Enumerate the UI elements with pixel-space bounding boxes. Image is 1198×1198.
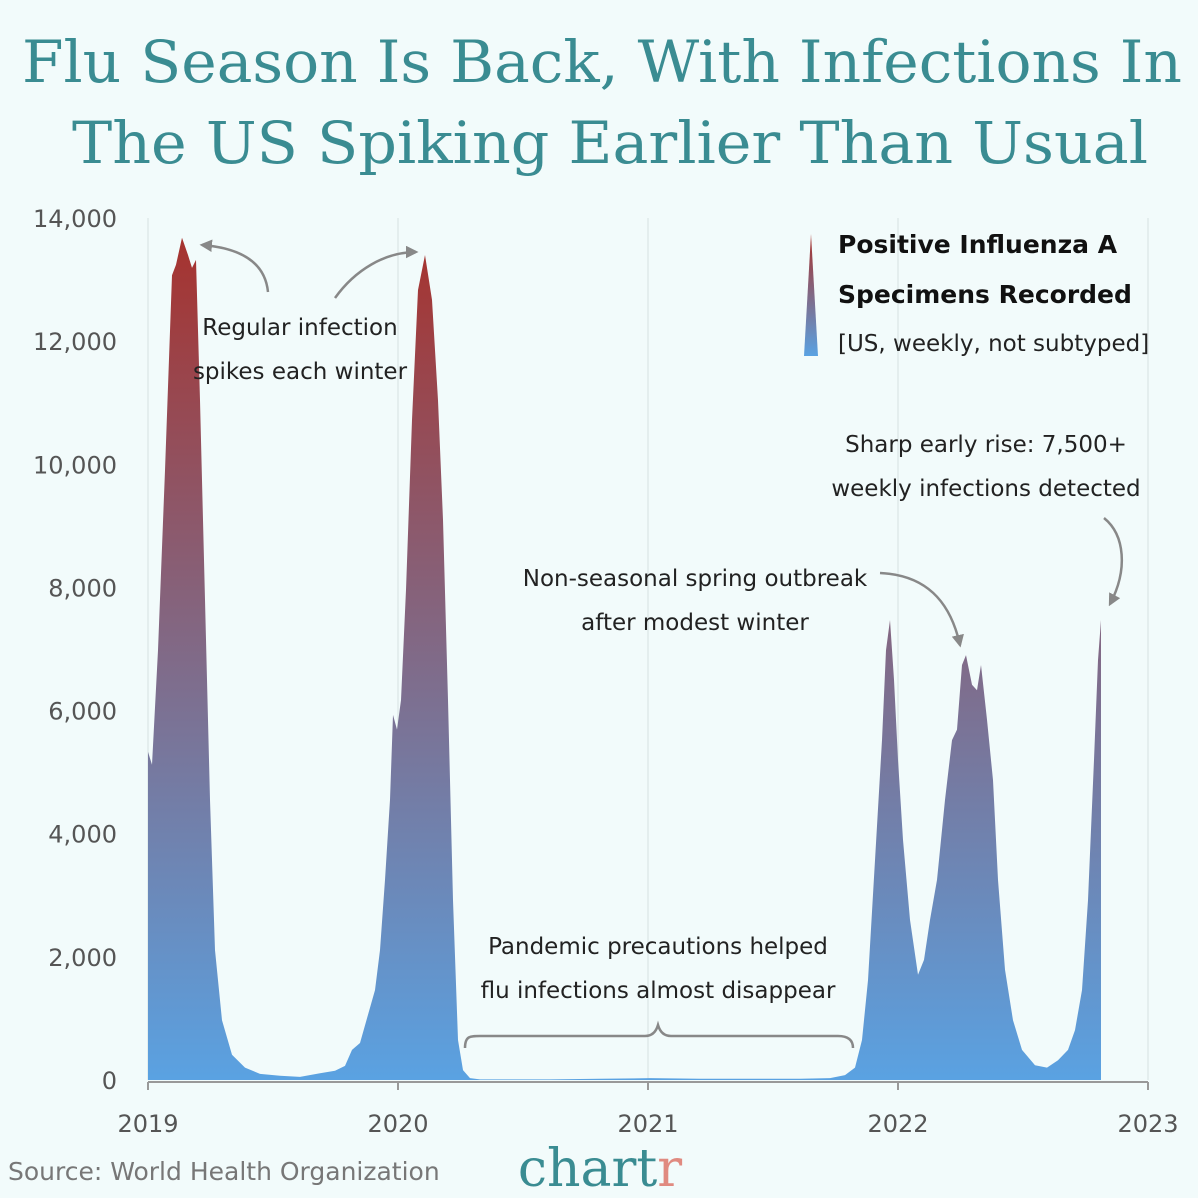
y-tick-label: 0 xyxy=(102,1067,117,1095)
plot-area: 2019 2020 2021 2022 2023 0 2,000 4,000 6,000 8,00… xyxy=(33,205,1179,1138)
legend-label: [US, weekly, not subtyped] xyxy=(838,331,1149,357)
x-tick-label: 2023 xyxy=(1117,1110,1178,1138)
y-tick-label: 4,000 xyxy=(48,821,117,849)
annotation: Non-seasonal spring outbreak xyxy=(523,566,868,592)
x-tick-label: 2019 xyxy=(117,1110,178,1138)
y-tick-label: 10,000 xyxy=(33,451,117,479)
chart-title: The US Spiking Earlier Than Usual xyxy=(72,109,1148,177)
chart-title: Flu Season Is Back, With Infections In xyxy=(22,28,1182,96)
area xyxy=(148,237,1101,1080)
legend-swatch xyxy=(804,234,818,356)
arrow xyxy=(199,239,270,293)
x-tick-label: 2020 xyxy=(367,1110,428,1138)
annotation: weekly infections detected xyxy=(831,476,1140,502)
x-tick-label: 2022 xyxy=(867,1110,928,1138)
legend-label: Specimens Recorded xyxy=(838,280,1132,309)
annotation: after modest winter xyxy=(581,610,809,636)
annotation: flu infections almost disappear xyxy=(481,978,836,1004)
arrow xyxy=(1103,517,1124,607)
annotation: Sharp early rise: 7,500+ xyxy=(845,432,1127,458)
arrow xyxy=(333,245,419,299)
y-tick-label: 2,000 xyxy=(48,944,117,972)
y-tick-label: 6,000 xyxy=(48,698,117,726)
annotation: spikes each winter xyxy=(193,359,408,385)
brand-part: chart xyxy=(518,1139,657,1198)
source: Source: World Health Organization xyxy=(8,1157,440,1186)
y-tick-label: 12,000 xyxy=(33,328,117,356)
annotation: Pandemic precautions helped xyxy=(488,934,828,960)
brand-part: r xyxy=(657,1139,682,1198)
arrow xyxy=(879,571,964,648)
y-tick-label: 8,000 xyxy=(48,574,117,602)
y-tick-label: 14,000 xyxy=(33,205,117,233)
x-tick-label: 2021 xyxy=(617,1110,678,1138)
legend-label: Positive Influenza A xyxy=(838,230,1118,259)
brand-logo: chartr xyxy=(518,1139,682,1198)
brace xyxy=(463,1020,855,1049)
annotation: Regular infection xyxy=(202,315,397,341)
